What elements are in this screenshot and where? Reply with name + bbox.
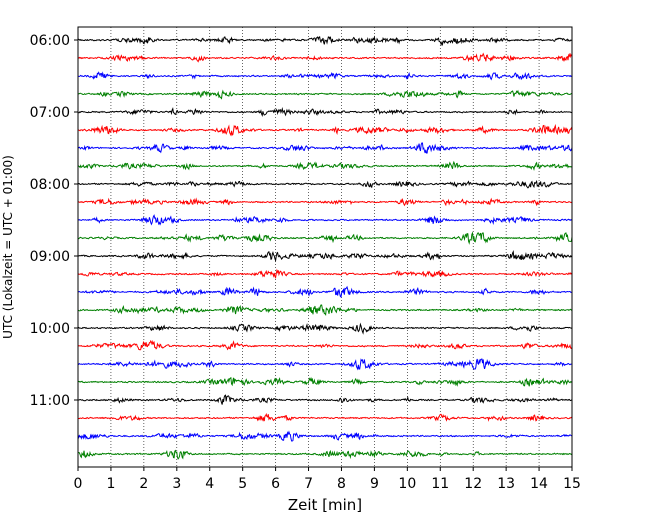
x-tick-label: 11	[431, 476, 449, 492]
y-tick-label: 06:00	[30, 33, 70, 49]
x-tick-label: 9	[370, 476, 379, 492]
y-axis-ticks: 06:00 07:00 08:00 09:00 10:00 11:00	[30, 33, 78, 409]
y-tick-label: 08:00	[30, 177, 70, 193]
x-tick-label: 8	[337, 476, 346, 492]
seismic-trace	[77, 142, 573, 154]
seismic-trace	[77, 322, 573, 335]
seismic-traces	[77, 35, 573, 460]
x-tick-label: 14	[530, 476, 548, 492]
y-tick-label: 10:00	[30, 321, 70, 337]
y-tick-label: 07:00	[30, 105, 70, 121]
x-tick-label: 12	[464, 476, 482, 492]
y-tick-label: 11:00	[30, 393, 70, 409]
x-tick-label: 0	[74, 476, 83, 492]
y-axis-label: UTC (Lokalzeit = UTC + 01:00)	[1, 155, 15, 339]
seismic-trace	[77, 394, 573, 405]
seismic-trace	[77, 376, 573, 387]
x-tick-label: 13	[497, 476, 515, 492]
seismic-trace	[77, 35, 573, 47]
seismic-trace	[77, 449, 573, 460]
seismic-trace	[77, 339, 573, 351]
seismic-trace	[77, 89, 573, 100]
seismic-trace	[77, 358, 573, 371]
grid-lines	[110, 27, 540, 467]
x-tick-label: 15	[563, 476, 581, 492]
x-axis-ticks: 0 1 2 3 4 5 6 7 8 9 10 11 12 13 14 15	[74, 467, 581, 492]
x-tick-label: 10	[398, 476, 416, 492]
seismic-trace	[77, 268, 573, 279]
y-tick-label: 09:00	[30, 249, 70, 265]
x-tick-label: 3	[172, 476, 181, 492]
x-tick-label: 2	[139, 476, 148, 492]
seismic-trace	[77, 304, 573, 317]
seismic-trace	[77, 71, 573, 81]
seismic-trace	[77, 160, 573, 172]
seismic-trace	[77, 430, 573, 442]
plot-frame	[77, 26, 573, 468]
seismic-trace	[77, 123, 573, 137]
x-tick-label: 1	[106, 476, 115, 492]
x-tick-label: 6	[271, 476, 280, 492]
seismic-trace	[77, 197, 573, 207]
seismic-trace	[77, 179, 573, 189]
seismic-trace	[77, 107, 573, 118]
seismic-trace	[77, 52, 573, 63]
seismic-trace	[77, 285, 573, 299]
seismic-trace	[77, 249, 573, 263]
x-tick-label: 7	[304, 476, 313, 492]
seismic-trace	[77, 412, 573, 422]
seismic-trace	[77, 214, 573, 226]
x-tick-label: 5	[238, 476, 247, 492]
x-tick-label: 4	[205, 476, 214, 492]
seismic-trace	[77, 231, 573, 245]
x-axis-label: Zeit [min]	[288, 496, 362, 514]
